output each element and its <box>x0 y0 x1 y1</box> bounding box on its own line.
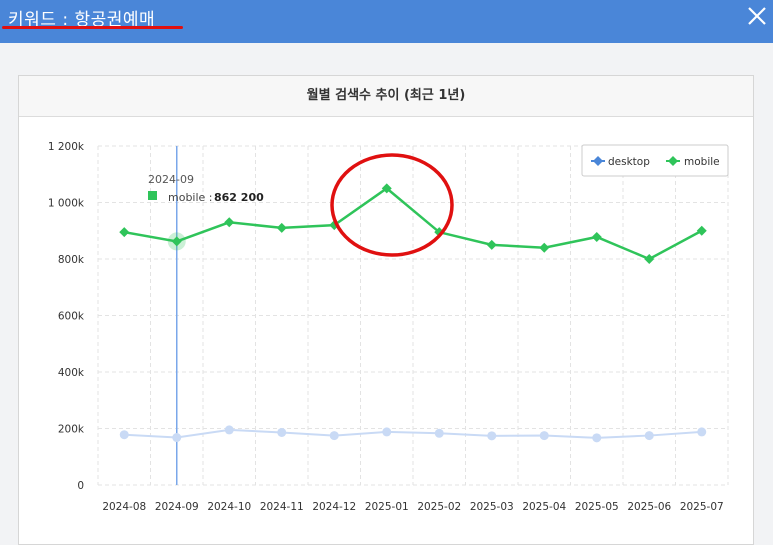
legend-box <box>581 144 729 177</box>
mobile-point <box>381 183 392 194</box>
desktop-point <box>277 427 287 437</box>
x-tick-label: 2025-03 <box>470 501 514 513</box>
tooltip-category: 2024-09 <box>148 173 194 186</box>
x-tick-label: 2025-06 <box>627 501 671 513</box>
mobile-point <box>591 231 602 242</box>
x-tick-label: 2025-02 <box>417 501 461 513</box>
x-tick-label: 2024-10 <box>207 501 251 513</box>
red-circle-annotation <box>330 153 454 257</box>
tooltip-series-label: mobile : <box>168 191 213 204</box>
y-tick-label: 1 000k <box>48 198 85 210</box>
legend-desktop-marker <box>593 156 603 166</box>
desktop-point <box>592 433 602 443</box>
desktop-point <box>382 427 392 437</box>
mobile-point <box>119 227 130 238</box>
desktop-point <box>329 431 339 441</box>
mobile-point <box>539 242 550 253</box>
y-tick-label: 200k <box>58 424 85 436</box>
desktop-point <box>539 431 549 441</box>
x-tick-label: 2024-11 <box>260 501 304 513</box>
x-tick-label: 2025-01 <box>365 501 409 513</box>
mobile-point <box>696 225 707 236</box>
desktop-point <box>224 425 234 435</box>
red-underline-annotation <box>2 26 183 29</box>
dialog-header: 키워드 : 항공권예매 <box>0 0 773 43</box>
mobile-point <box>644 254 655 264</box>
x-tick-label: 2025-04 <box>522 501 566 513</box>
mobile-point <box>486 239 497 250</box>
legend-mobile-marker <box>668 156 678 166</box>
desktop-point <box>487 431 497 441</box>
x-tick-label: 2024-08 <box>102 501 146 513</box>
close-button[interactable] <box>745 4 769 28</box>
chart-title: 월별 검색수 추이 (최근 1년) <box>306 88 466 103</box>
keyword-title: 키워드 : 항공권예매 <box>8 10 156 30</box>
x-tick-label: 2025-05 <box>575 501 619 513</box>
x-tick-label: 2024-12 <box>312 501 356 513</box>
series-mobile-line <box>124 186 703 261</box>
y-tick-label: 600k <box>58 311 85 323</box>
x-tick-label: 2024-09 <box>155 501 199 513</box>
y-tick-label: 1 200k <box>48 141 85 153</box>
desktop-point <box>434 428 444 438</box>
tooltip-swatch <box>148 191 157 200</box>
tooltip-value: 862 200 <box>214 191 264 204</box>
series-desktop-line <box>124 428 702 439</box>
desktop-point <box>644 431 654 441</box>
desktop-point <box>697 427 707 437</box>
card-header: 월별 검색수 추이 (최근 1년) <box>19 76 753 117</box>
desktop-point <box>119 430 129 440</box>
mobile-point <box>276 222 287 233</box>
y-tick-label: 0 <box>77 480 84 492</box>
desktop-point <box>172 433 182 443</box>
mobile-point <box>224 217 235 228</box>
mobile-point <box>171 236 182 247</box>
legend-desktop-label: desktop <box>608 156 650 168</box>
x-tick-label: 2025-07 <box>680 501 724 513</box>
y-tick-label: 400k <box>58 367 85 379</box>
close-icon <box>748 7 766 25</box>
y-tick-label: 800k <box>58 254 85 266</box>
legend-mobile-label: mobile <box>684 156 720 168</box>
